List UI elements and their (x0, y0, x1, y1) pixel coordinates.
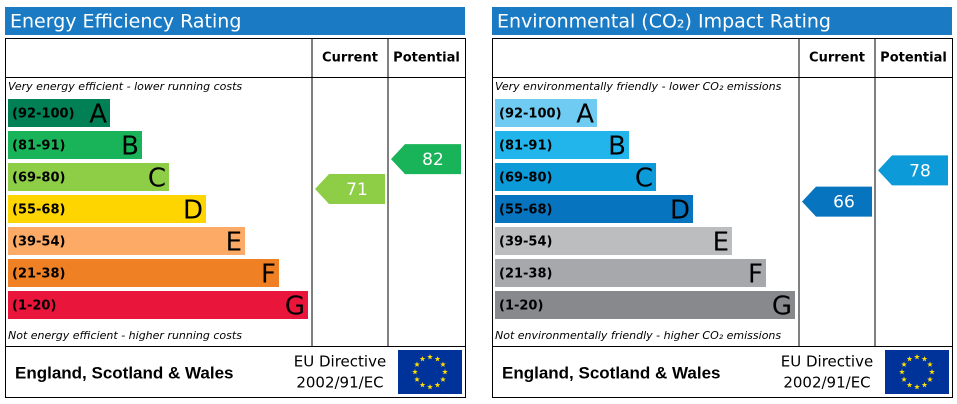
panel-frame (492, 38, 953, 398)
rating-band (8, 163, 169, 191)
band-letter: G (285, 292, 305, 322)
flag-star (414, 376, 420, 382)
flag-star (921, 382, 928, 388)
top-note: Very environmentally friendly - lower CO… (495, 80, 782, 93)
title-bar (5, 7, 465, 35)
rating-band (495, 259, 766, 287)
flag-star (440, 361, 446, 367)
flag-star (412, 369, 418, 375)
panel-title: Energy Efficiency Rating (10, 11, 241, 33)
flag-star (440, 376, 446, 382)
rating-value: 78 (909, 161, 931, 181)
flag-star (899, 369, 905, 375)
bottom-note: Not environmentally friendly - higher CO… (495, 329, 781, 342)
column-header: Current (809, 51, 865, 66)
band-range: (92-100) (499, 107, 562, 122)
footer-directive: EU Directive (781, 353, 873, 371)
flag-star (906, 356, 913, 362)
column-header: Current (322, 51, 378, 66)
flag-star (414, 361, 420, 367)
band-range: (55-68) (12, 203, 65, 218)
flag-star (929, 369, 935, 375)
rating-panel: Environmental (CO₂) Impact Rating Current… (492, 7, 953, 398)
band-letter: B (608, 132, 626, 162)
rating-panel: Energy Efficiency Rating Current Potential… (5, 7, 466, 398)
rating-arrow (802, 186, 872, 217)
rating-band (8, 259, 279, 287)
flag-star (427, 354, 433, 360)
band-letter: C (635, 164, 653, 194)
band-letter: D (670, 196, 690, 226)
rating-band (8, 291, 308, 319)
column-header: Potential (880, 51, 947, 66)
column-header: Potential (393, 51, 460, 66)
band-range: (1-20) (12, 299, 56, 314)
flag-star (914, 354, 920, 360)
band-letter: G (772, 292, 792, 322)
flag-star (906, 382, 913, 388)
rating-band (495, 163, 656, 191)
rating-band (8, 131, 142, 159)
title-bar (492, 7, 952, 35)
rating-value: 71 (346, 180, 368, 200)
band-letter: E (226, 228, 242, 258)
flag-star (927, 361, 933, 367)
flag-star (427, 384, 433, 390)
rating-band (495, 99, 597, 127)
band-range: (69-80) (12, 171, 65, 186)
band-range: (39-54) (12, 235, 65, 250)
panel-frame (5, 38, 466, 398)
band-letter: A (576, 100, 594, 130)
band-letter: D (183, 196, 203, 226)
band-letter: F (748, 260, 763, 290)
band-range: (21-38) (499, 267, 552, 282)
rating-arrow (391, 144, 461, 175)
rating-band (495, 195, 693, 223)
band-letter: C (148, 164, 166, 194)
flag-star (434, 356, 441, 362)
band-range: (55-68) (499, 203, 552, 218)
band-range: (81-91) (499, 139, 552, 154)
footer-region: England, Scotland & Wales (15, 363, 234, 382)
band-letter: E (713, 228, 729, 258)
band-letter: A (89, 100, 107, 130)
flag-star (921, 356, 928, 362)
band-letter: B (121, 132, 139, 162)
footer-directive: 2002/91/EC (296, 374, 383, 392)
band-range: (69-80) (499, 171, 552, 186)
flag-star (901, 376, 907, 382)
rating-band (8, 227, 245, 255)
top-note: Very energy efficient - lower running co… (8, 80, 242, 93)
rating-band (495, 291, 795, 319)
band-range: (39-54) (499, 235, 552, 250)
rating-value: 82 (422, 150, 444, 170)
band-letter: F (261, 260, 276, 290)
panel-title: Environmental (CO₂) Impact Rating (497, 11, 831, 33)
flag-star (927, 376, 933, 382)
band-range: (1-20) (499, 299, 543, 314)
flag-star (419, 356, 426, 362)
flag-star (419, 382, 426, 388)
band-range: (21-38) (12, 267, 65, 282)
band-range: (92-100) (12, 107, 75, 122)
flag-star (914, 384, 920, 390)
bottom-note: Not energy efficient - higher running co… (8, 329, 242, 342)
rating-band (495, 227, 732, 255)
rating-arrow (878, 155, 948, 186)
rating-band (8, 195, 206, 223)
footer-region: England, Scotland & Wales (502, 363, 721, 382)
flag-star (434, 382, 441, 388)
rating-arrow (315, 174, 385, 204)
flag-star (901, 361, 907, 367)
rating-band (8, 99, 110, 127)
rating-value: 66 (833, 193, 855, 213)
rating-band (495, 131, 629, 159)
band-range: (81-91) (12, 139, 65, 154)
footer-directive: EU Directive (294, 353, 386, 371)
flag-star (442, 369, 448, 375)
footer-directive: 2002/91/EC (783, 374, 870, 392)
